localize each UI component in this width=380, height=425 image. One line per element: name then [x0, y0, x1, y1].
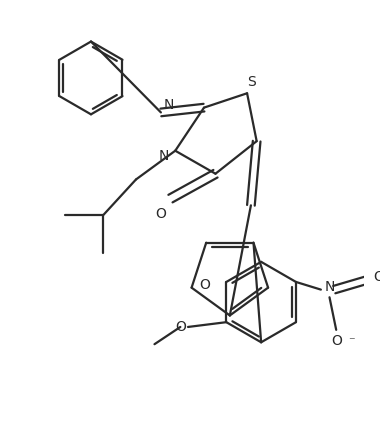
Text: O: O	[175, 320, 186, 334]
Text: N: N	[324, 280, 335, 294]
Text: ⁻: ⁻	[348, 335, 355, 348]
Text: O: O	[331, 334, 342, 348]
Text: O: O	[373, 270, 380, 284]
Text: N: N	[158, 148, 169, 162]
Text: O: O	[155, 207, 166, 221]
Text: O: O	[200, 278, 211, 292]
Text: N: N	[163, 98, 174, 112]
Text: S: S	[247, 75, 256, 89]
